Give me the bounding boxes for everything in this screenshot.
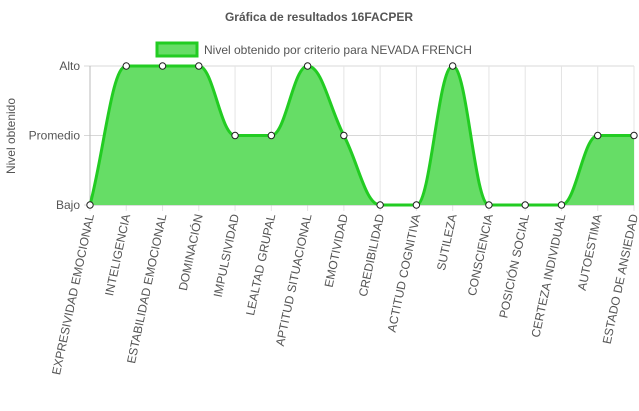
x-tick-label: POSICIÓN SOCIAL: [495, 212, 532, 319]
x-tick-label: EXPRESIVIDAD EMOCIONAL: [49, 212, 97, 376]
series-area: [90, 66, 634, 205]
data-point[interactable]: [340, 131, 348, 140]
x-tick-label: AUTOESTIMA: [575, 213, 605, 292]
x-tick-label: EMOTIVIDAD: [322, 212, 351, 288]
legend-swatch: [155, 41, 199, 58]
x-tick-label: SUTILEZA: [434, 213, 460, 272]
x-tick-label: LEALTAD GRUPAL: [243, 212, 278, 316]
x-axis-ticks: EXPRESIVIDAD EMOCIONAL INTELIGENCIAESTABI…: [49, 212, 639, 376]
data-point[interactable]: [195, 62, 203, 70]
data-point[interactable]: [376, 201, 384, 209]
x-tick-label: APTITUD SITUACIONAL: [273, 212, 315, 347]
data-point[interactable]: [86, 201, 94, 209]
legend[interactable]: Nivel obtenido por criterio para NEVADA …: [155, 41, 472, 58]
data-point[interactable]: [448, 62, 457, 70]
x-tick-label: INTELIGENCIA: [102, 213, 133, 297]
data-points: [86, 62, 638, 209]
data-point[interactable]: [630, 131, 638, 140]
data-point[interactable]: [122, 62, 130, 70]
x-tick-label: ACTITUD COGNITIVA: [385, 213, 424, 334]
data-point[interactable]: [521, 201, 529, 209]
data-point[interactable]: [485, 201, 493, 209]
data-point[interactable]: [267, 131, 276, 140]
data-point[interactable]: [158, 62, 167, 70]
x-tick-label: ESTABILIDAD EMOCIONAL: [124, 212, 169, 364]
x-tick-label: CONSCIENCIA: [465, 213, 496, 297]
data-point[interactable]: [303, 62, 312, 70]
x-tick-label: ESTADO DE ANSIEDAD: [600, 212, 639, 345]
y-axis-label: Nivel obtenido: [4, 98, 18, 174]
y-tick-label: Alto: [59, 59, 80, 73]
legend-label: Nivel obtenido por criterio para NEVADA …: [204, 43, 472, 57]
data-point[interactable]: [594, 131, 602, 140]
x-tick-label: CERTEZA INDIVIDUAL: [529, 212, 569, 338]
series-layer: [88, 64, 634, 207]
data-point[interactable]: [557, 201, 566, 209]
x-tick-label: CREDIBILIDAD: [356, 212, 387, 297]
y-tick-label: Promedio: [29, 129, 81, 143]
x-tick-label: IMPULSIVIDAD: [211, 212, 242, 298]
x-tick-label: DOMINACIÓN: [175, 213, 206, 292]
series-line: [88, 64, 634, 207]
chart-title: Gráfica de resultados 16FACPER: [225, 10, 413, 24]
y-axis-ticks: Bajo Promedio Alto: [29, 59, 81, 212]
data-point[interactable]: [412, 201, 421, 209]
y-tick-label: Bajo: [56, 198, 80, 212]
data-point[interactable]: [231, 131, 239, 140]
